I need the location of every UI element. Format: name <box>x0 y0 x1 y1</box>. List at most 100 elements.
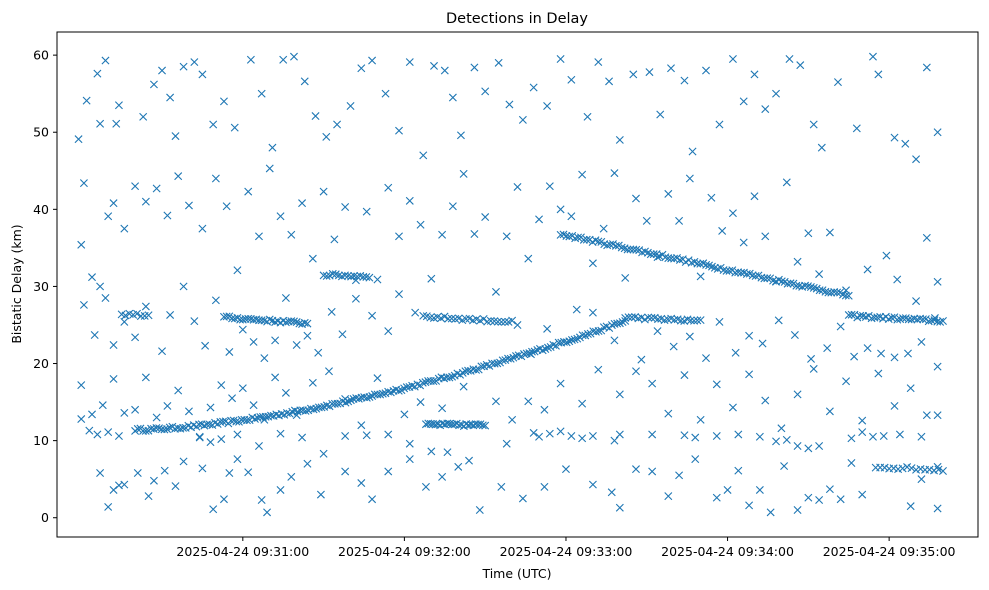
detection-marker <box>933 462 942 471</box>
detection-marker <box>465 456 474 465</box>
detection-marker <box>688 147 697 156</box>
detection-marker <box>225 347 234 356</box>
detection-marker <box>524 397 533 406</box>
detection-marker <box>540 405 549 414</box>
detection-marker <box>96 119 105 128</box>
detection-marker <box>755 485 764 494</box>
detection-marker <box>836 322 845 331</box>
detection-marker <box>351 276 360 285</box>
detection-marker <box>755 432 764 441</box>
detection-marker <box>450 420 459 429</box>
detection-marker <box>728 209 737 218</box>
detection-marker <box>664 409 673 418</box>
detection-marker <box>906 384 915 393</box>
detection-marker <box>493 359 502 368</box>
detection-marker <box>405 439 414 448</box>
detection-marker <box>257 496 266 504</box>
detection-marker <box>890 401 899 410</box>
detection-marker <box>529 428 538 437</box>
detection-marker <box>244 468 253 477</box>
detection-marker <box>448 372 457 381</box>
detection-marker <box>211 296 220 305</box>
detection-marker <box>419 151 428 160</box>
detection-marker <box>825 407 834 416</box>
detection-marker <box>448 93 457 102</box>
detection-marker <box>478 421 487 430</box>
detection-marker <box>362 272 371 281</box>
detection-marker <box>141 426 150 435</box>
detection-marker <box>934 465 943 474</box>
detection-marker <box>139 112 148 121</box>
detection-marker <box>257 89 266 98</box>
detection-marker <box>120 480 129 489</box>
detection-marker <box>384 430 393 439</box>
detection-marker <box>171 132 180 141</box>
detection-marker <box>572 305 581 314</box>
detection-marker <box>890 353 899 362</box>
detection-marker <box>411 308 420 317</box>
detection-marker <box>365 273 374 282</box>
detection-marker <box>79 300 88 309</box>
detection-marker <box>254 442 263 451</box>
detection-marker <box>362 431 371 440</box>
detection-marker <box>133 424 142 433</box>
detection-marker <box>653 327 662 336</box>
detection-marker <box>761 232 770 241</box>
detection-marker <box>543 102 552 111</box>
detection-marker <box>362 207 371 216</box>
detection-marker <box>443 448 452 457</box>
detection-marker <box>607 488 616 497</box>
detection-marker <box>400 384 409 393</box>
detection-marker <box>513 320 522 329</box>
detection-marker <box>646 250 655 259</box>
detection-marker <box>549 340 558 349</box>
detection-marker <box>615 135 624 144</box>
detection-marker <box>588 308 597 317</box>
x-tick-label: 2025-04-24 09:31:00 <box>176 544 309 559</box>
detection-marker <box>543 324 552 333</box>
detection-marker <box>298 433 307 442</box>
detection-marker <box>448 202 457 211</box>
detection-marker <box>477 362 486 371</box>
detection-marker <box>912 297 921 306</box>
detection-marker <box>847 458 856 467</box>
detection-marker <box>163 401 172 410</box>
detection-marker <box>141 302 150 311</box>
detection-marker <box>341 203 350 212</box>
detection-marker <box>82 96 91 105</box>
detection-marker <box>852 124 861 133</box>
detection-marker <box>772 89 781 98</box>
detection-marker <box>627 313 636 322</box>
detection-marker <box>418 378 427 387</box>
detection-marker <box>459 382 468 391</box>
detection-marker <box>567 212 576 221</box>
detection-marker <box>922 411 931 420</box>
detection-marker <box>271 336 280 345</box>
detection-marker <box>879 432 888 440</box>
detection-marker <box>793 506 802 515</box>
detection-marker <box>790 331 799 339</box>
detection-marker <box>438 472 447 481</box>
detection-marker <box>163 211 172 220</box>
detection-marker <box>405 196 414 205</box>
detection-marker <box>833 78 842 87</box>
detection-marker <box>750 70 759 79</box>
detection-marker <box>615 503 624 512</box>
detection-marker <box>518 494 527 503</box>
detection-marker <box>605 77 614 86</box>
y-axis: 0 10 20 30 40 50 60 <box>33 48 57 525</box>
plot-frame <box>56 31 979 538</box>
detection-marker <box>912 155 921 164</box>
detection-marker <box>833 288 842 297</box>
detection-marker <box>615 390 624 399</box>
detection-marker <box>287 472 296 481</box>
detection-marker <box>265 164 274 173</box>
detection-marker <box>190 58 199 67</box>
detection-marker <box>77 415 86 424</box>
detection-marker <box>508 316 517 325</box>
detection-marker <box>702 260 711 269</box>
detection-marker <box>184 201 193 210</box>
detection-marker <box>529 83 538 92</box>
detection-marker <box>77 381 86 390</box>
detection-marker <box>481 87 490 96</box>
